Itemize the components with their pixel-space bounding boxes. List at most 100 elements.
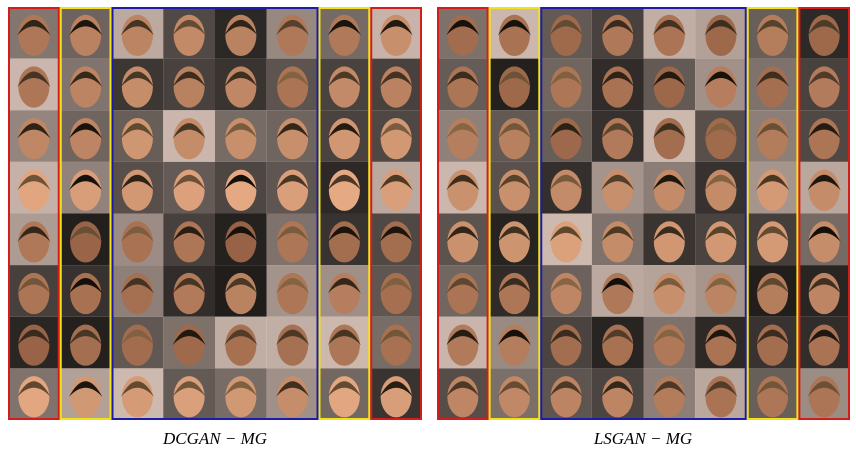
hair xyxy=(497,19,531,36)
hair xyxy=(652,123,686,139)
hair xyxy=(120,226,154,242)
hair xyxy=(756,71,790,88)
hair xyxy=(172,123,206,139)
hair xyxy=(120,381,154,397)
hair xyxy=(446,381,480,397)
hair xyxy=(379,329,413,346)
hair xyxy=(446,174,480,191)
hair xyxy=(652,226,686,242)
hair xyxy=(446,71,480,88)
hair xyxy=(652,329,686,346)
hair xyxy=(497,174,531,191)
hair xyxy=(807,226,841,242)
hair xyxy=(446,329,480,346)
hair xyxy=(69,226,103,242)
hair xyxy=(327,174,361,191)
group-frame xyxy=(540,7,747,420)
hair xyxy=(549,71,583,88)
hair xyxy=(120,329,154,346)
hair xyxy=(652,19,686,36)
hair xyxy=(756,19,790,36)
hair xyxy=(549,381,583,397)
hair xyxy=(756,174,790,191)
hair xyxy=(379,71,413,88)
hair xyxy=(224,174,258,191)
hair xyxy=(446,278,480,294)
group-frame xyxy=(798,7,850,420)
hair xyxy=(379,278,413,294)
hair xyxy=(704,123,738,139)
hair xyxy=(601,71,635,88)
hair xyxy=(69,329,103,346)
hair xyxy=(807,123,841,139)
hair xyxy=(446,226,480,242)
hair xyxy=(120,174,154,191)
hair xyxy=(601,329,635,346)
hair xyxy=(17,226,51,242)
hair xyxy=(276,123,310,139)
hair xyxy=(704,71,738,88)
hair xyxy=(327,278,361,294)
hair xyxy=(704,226,738,242)
group-frame xyxy=(437,7,489,420)
hair xyxy=(704,278,738,294)
hair xyxy=(120,19,154,36)
hair xyxy=(601,226,635,242)
hair xyxy=(224,226,258,242)
hair xyxy=(704,19,738,36)
hair xyxy=(807,19,841,36)
hair xyxy=(379,123,413,139)
hair xyxy=(224,19,258,36)
group-frame xyxy=(488,7,541,420)
hair xyxy=(652,71,686,88)
group-frame xyxy=(370,7,422,420)
hair xyxy=(379,19,413,36)
panel-caption: DCGAN − MG xyxy=(162,429,267,448)
hair xyxy=(756,226,790,242)
hair xyxy=(756,278,790,294)
hair xyxy=(497,71,531,88)
hair xyxy=(704,329,738,346)
hair xyxy=(327,19,361,36)
hair xyxy=(549,329,583,346)
hair xyxy=(446,19,480,36)
hair xyxy=(276,381,310,397)
hair xyxy=(497,381,531,397)
hair xyxy=(69,381,103,397)
hair xyxy=(172,278,206,294)
hair xyxy=(224,123,258,139)
hair xyxy=(120,71,154,88)
hair xyxy=(276,278,310,294)
hair xyxy=(704,381,738,397)
hair xyxy=(601,174,635,191)
hair xyxy=(69,123,103,139)
hair xyxy=(549,226,583,242)
hair xyxy=(327,71,361,88)
panel-caption: LSGAN − MG xyxy=(593,429,692,448)
hair xyxy=(172,381,206,397)
hair xyxy=(172,174,206,191)
hair xyxy=(807,329,841,346)
hair xyxy=(17,19,51,36)
hair xyxy=(120,278,154,294)
hair xyxy=(172,71,206,88)
hair xyxy=(69,278,103,294)
hair xyxy=(172,19,206,36)
hair xyxy=(601,123,635,139)
group-frame xyxy=(746,7,799,420)
hair xyxy=(379,226,413,242)
hair xyxy=(549,278,583,294)
hair xyxy=(807,381,841,397)
hair xyxy=(276,226,310,242)
hair xyxy=(704,174,738,191)
hair xyxy=(379,174,413,191)
hair xyxy=(807,71,841,88)
hair xyxy=(17,174,51,191)
hair xyxy=(497,278,531,294)
hair xyxy=(601,278,635,294)
hair xyxy=(172,329,206,346)
group-frame xyxy=(59,7,112,420)
hair xyxy=(446,123,480,139)
hair xyxy=(120,123,154,139)
